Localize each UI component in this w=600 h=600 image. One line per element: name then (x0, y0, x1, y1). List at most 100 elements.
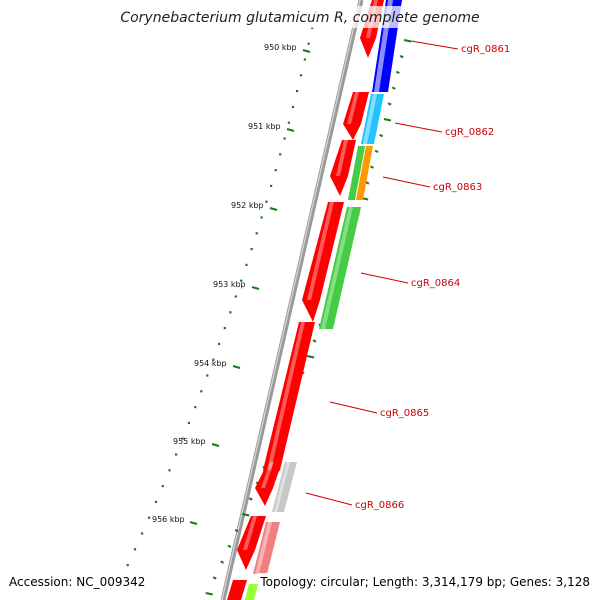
ruler-labels: 950 kbp 951 kbp 952 kbp 953 kbp 954 kbp … (152, 43, 297, 524)
cds-gloss (267, 322, 305, 470)
cds-feature[interactable] (237, 516, 266, 570)
gene-label-cgR-0865[interactable]: cgR_0865 (380, 408, 429, 419)
gene-feature-pink[interactable] (253, 522, 280, 574)
ruler-dot (307, 42, 310, 45)
gene-feature-cgR-0862[interactable] (361, 94, 384, 144)
cds-gloss (336, 140, 348, 176)
cds-gloss (243, 516, 257, 550)
leader-line (329, 401, 378, 414)
ruler-major-tick (189, 521, 198, 525)
ruler-dot (194, 406, 197, 409)
cds-feature[interactable] (330, 140, 356, 196)
ruler-right-tick (248, 497, 253, 501)
kbp-label-954: 954 kbp (194, 359, 227, 368)
ruler-dot (154, 500, 158, 503)
leader-line (394, 122, 443, 133)
ruler-dot (126, 564, 129, 567)
gene-label-cgR-0866[interactable]: cgR_0866 (355, 500, 404, 511)
topology-text: Topology: circular; Length: 3,314,179 bp… (259, 575, 590, 589)
ruler-major-tick (251, 286, 260, 290)
ruler-major-tick (269, 207, 278, 211)
ruler-dot (265, 200, 268, 203)
ruler-dot (234, 295, 237, 298)
ruler-dot (175, 453, 178, 456)
ruler-right-tick (395, 70, 400, 74)
ruler-dot (223, 327, 226, 330)
ruler-dot (168, 469, 171, 472)
cds-feature[interactable] (302, 202, 344, 322)
ruler-right-tick (241, 513, 250, 517)
ruler-major-tick (302, 49, 311, 53)
cds-gloss (347, 92, 359, 124)
gene-label-cgR-0863[interactable]: cgR_0863 (433, 182, 482, 193)
cds-gloss (261, 462, 274, 488)
ruler-right-tick (403, 39, 412, 43)
ruler-right-tick (374, 149, 379, 153)
cds-feature[interactable] (255, 462, 282, 506)
ruler-right-tick (227, 544, 232, 548)
ruler-dot (260, 216, 263, 219)
ruler-right-tick (312, 339, 317, 343)
cds-feature[interactable] (227, 580, 247, 600)
ruler-right-tick (387, 102, 392, 106)
gene-gloss (321, 207, 353, 329)
cds-feature[interactable] (263, 322, 315, 488)
ruler-dot (274, 169, 277, 172)
ruler-dot (218, 342, 221, 345)
ruler-dot (240, 279, 243, 282)
ruler-dot (161, 485, 164, 488)
kbp-label-952: 952 kbp (231, 201, 264, 210)
gene-label-cgR-0861[interactable]: cgR_0861 (461, 44, 510, 55)
gene-feature-cgR-0864[interactable] (319, 207, 361, 329)
kbp-label-956: 956 kbp (152, 515, 185, 524)
ruler-right-tick (220, 560, 225, 564)
ruler-right-tick (391, 86, 396, 90)
ruler-right-tick (306, 355, 315, 359)
ruler-dot (133, 548, 137, 551)
gene-gloss (274, 462, 290, 512)
leader-line (305, 492, 353, 506)
gene-gloss (255, 522, 272, 574)
map-title: Corynebacterium glutamicum R, complete g… (120, 10, 479, 26)
gene-feature-lime[interactable] (245, 584, 258, 600)
ruler-dot (200, 390, 203, 393)
leader-line (410, 40, 459, 50)
gene-feature-cgR-0863b[interactable] (356, 146, 373, 200)
ruler-right-tick (365, 181, 370, 185)
ruler-dot (255, 232, 258, 235)
ruler-dot (250, 248, 253, 251)
kbp-label-950: 950 kbp (264, 43, 297, 52)
cds-feature[interactable] (343, 92, 369, 140)
ruler-dot (299, 74, 303, 77)
ruler-dot (212, 358, 215, 361)
footer-backdrop-left (4, 573, 154, 591)
ruler-right-tick (379, 133, 384, 138)
ruler-dot (303, 58, 306, 61)
ruler-dot (229, 311, 232, 314)
gene-labels: cgR_0861 cgR_0862 cgR_0863 cgR_0864 cgR_… (355, 44, 510, 511)
footer-backdrop-right (258, 573, 596, 591)
ruler-major-tick (286, 128, 295, 132)
ruler-dot (291, 105, 295, 108)
title-backdrop (115, 6, 485, 28)
ruler-major-tick (232, 365, 241, 369)
gene-label-cgR-0862[interactable]: cgR_0862 (445, 127, 494, 138)
gene-feature-cgR-0863a[interactable] (348, 146, 365, 200)
gene-gloss (363, 94, 377, 144)
ruler-dot (206, 374, 209, 377)
ruler-dot (148, 516, 151, 519)
ruler-dot (187, 421, 190, 424)
gene-feature-cgR-0866[interactable] (272, 462, 297, 512)
genome-backbone (220, 0, 364, 600)
cds-gloss (307, 202, 334, 300)
ruler-dot (296, 90, 299, 93)
ruler-right-tick (205, 592, 213, 596)
ruler-right-tick (234, 528, 239, 533)
leader-line (382, 176, 431, 188)
ruler-dot (181, 437, 184, 440)
cds-track (227, 0, 384, 600)
gene-label-cgR-0864[interactable]: cgR_0864 (411, 278, 460, 289)
ruler-right-tick (399, 54, 404, 59)
gene-leaders (305, 40, 459, 506)
